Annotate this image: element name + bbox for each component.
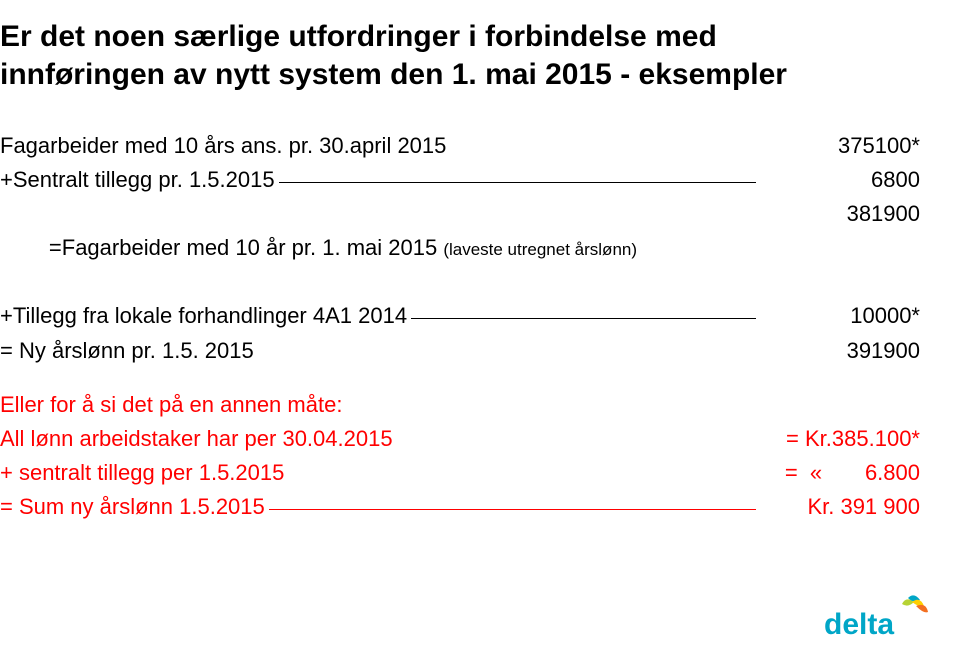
underline — [411, 318, 756, 319]
value: 6800 — [760, 163, 920, 197]
value: 375100* — [760, 129, 920, 163]
label: + sentralt tillegg per 1.5.2015 — [0, 456, 284, 490]
underline — [279, 182, 756, 183]
underline — [269, 509, 756, 510]
title-line-2: innføringen av nytt system den 1. mai 20… — [0, 58, 787, 91]
label: = Ny årslønn pr. 1.5. 2015 — [0, 334, 254, 368]
title-line-1: Er det noen særlige utfordringer i forbi… — [0, 20, 717, 53]
label: All lønn arbeidstaker har per 30.04.2015 — [0, 422, 393, 456]
label: +Tillegg fra lokale forhandlinger 4A1 20… — [0, 299, 407, 333]
label-note: (laveste utregnet årslønn) — [443, 240, 637, 259]
slide-title: Er det noen særlige utfordringer i forbi… — [0, 18, 960, 93]
label: +Sentralt tillegg pr. 1.5.2015 — [0, 163, 275, 197]
label: Fagarbeider med 10 års ans. pr. 30.april… — [0, 129, 446, 163]
value: 10000* — [760, 299, 920, 333]
red-row-sentralt: + sentralt tillegg per 1.5.2015 = « 6.80… — [0, 456, 920, 490]
value: 381900 — [760, 197, 920, 231]
red-heading: Eller for å si det på en annen måte: — [0, 388, 920, 422]
logo-text: delta — [824, 608, 894, 641]
delta-logo-svg: delta — [824, 594, 936, 642]
red-row-all-lonn: All lønn arbeidstaker har per 30.04.2015… — [0, 422, 920, 456]
slide-body: Fagarbeider med 10 års ans. pr. 30.april… — [0, 129, 960, 524]
red-row-sum: = Sum ny årslønn 1.5.2015 Kr. 391 900 — [0, 490, 920, 524]
logo-leaves-icon — [902, 595, 928, 612]
value: Kr. 391 900 — [760, 490, 920, 524]
row-ny-aarsloenn: = Ny årslønn pr. 1.5. 2015 391900 — [0, 334, 920, 368]
spacer — [0, 368, 920, 388]
value: = Kr.385.100* — [760, 422, 920, 456]
label: =Fagarbeider med 10 år pr. 1. mai 2015 (… — [0, 197, 637, 299]
row-sentralt-tillegg: +Sentralt tillegg pr. 1.5.2015 6800 — [0, 163, 920, 197]
value: = « 6.800 — [760, 456, 920, 490]
value: 391900 — [760, 334, 920, 368]
slide: Er det noen særlige utfordringer i forbi… — [0, 0, 960, 663]
row-fagarbeider-ans: Fagarbeider med 10 års ans. pr. 30.april… — [0, 129, 920, 163]
label-main: =Fagarbeider med 10 år pr. 1. mai 2015 — [49, 235, 443, 260]
delta-logo: delta — [824, 594, 936, 647]
row-tillegg-lokale: +Tillegg fra lokale forhandlinger 4A1 20… — [0, 299, 920, 333]
red-block: Eller for å si det på en annen måte: All… — [0, 388, 920, 524]
row-fagarbeider-10aar: =Fagarbeider med 10 år pr. 1. mai 2015 (… — [0, 197, 920, 299]
label: = Sum ny årslønn 1.5.2015 — [0, 490, 265, 524]
